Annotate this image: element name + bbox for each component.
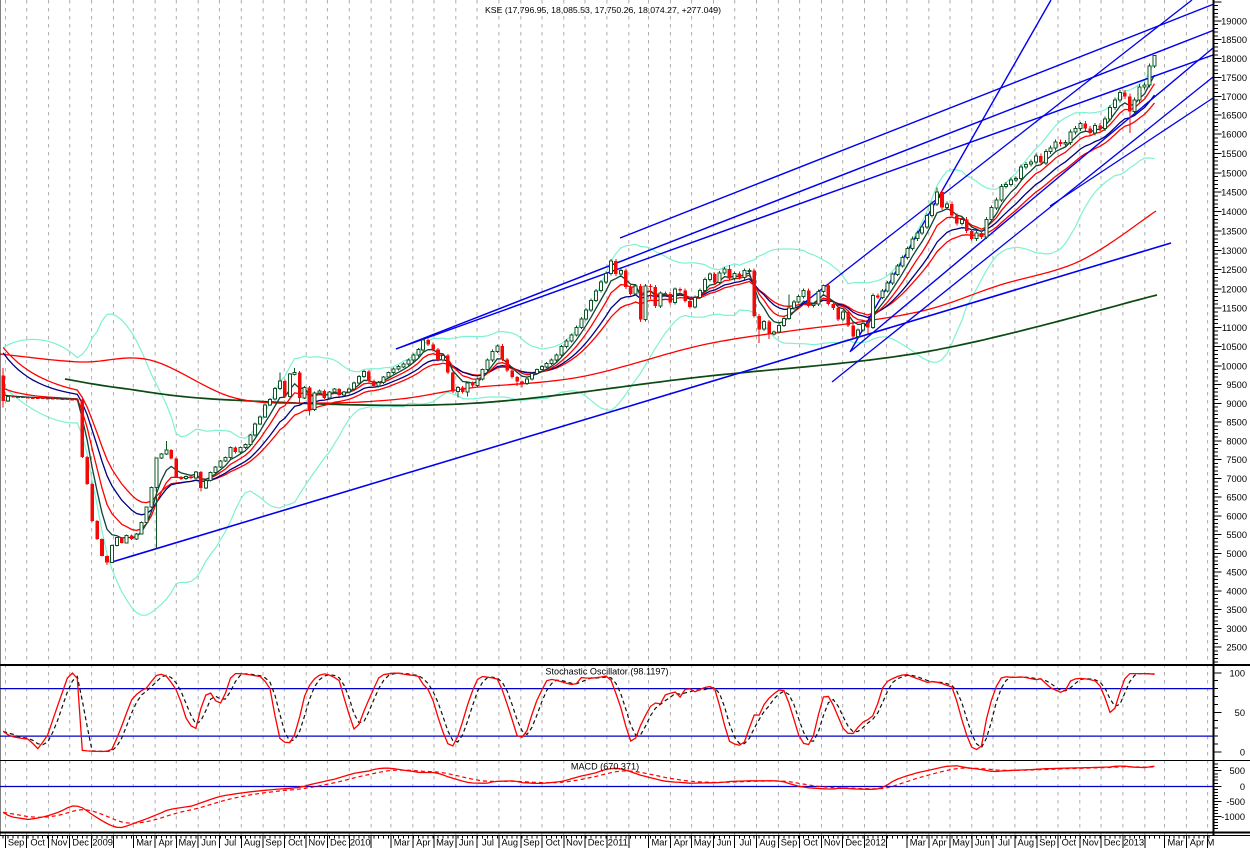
svg-text:14500: 14500 [1221,188,1247,198]
svg-text:Apr: Apr [158,838,172,848]
svg-text:15500: 15500 [1221,149,1247,159]
svg-text:Apr: Apr [1190,838,1204,848]
svg-text:4000: 4000 [1226,586,1247,596]
svg-text:Jul: Jul [482,838,494,848]
svg-text:10500: 10500 [1221,342,1247,352]
svg-text:5000: 5000 [1226,549,1247,559]
svg-text:2011: 2011 [608,838,628,848]
svg-text:8000: 8000 [1226,436,1247,446]
svg-text:Oct: Oct [288,838,303,848]
svg-text:Nov: Nov [1082,838,1099,848]
svg-text:Apr: Apr [932,838,946,848]
svg-text:-1000: -1000 [1221,812,1245,822]
svg-text:2013: 2013 [1123,838,1144,848]
svg-text:500: 500 [1229,766,1245,776]
svg-text:16000: 16000 [1221,130,1247,140]
svg-text:Mar: Mar [1167,838,1183,848]
svg-text:13500: 13500 [1221,227,1247,237]
svg-text:Dec: Dec [588,838,605,848]
svg-text:Jul: Jul [224,838,236,848]
svg-text:8500: 8500 [1226,418,1247,428]
svg-text:Dec: Dec [330,838,347,848]
svg-text:10000: 10000 [1221,362,1247,372]
svg-text:May: May [436,838,454,848]
svg-text:Mar: Mar [394,838,410,848]
svg-text:13000: 13000 [1221,246,1247,256]
svg-text:Oct: Oct [546,838,561,848]
svg-text:14000: 14000 [1221,207,1247,217]
svg-text:3000: 3000 [1226,624,1247,634]
svg-text:M: M [1207,838,1215,848]
svg-text:Oct: Oct [803,838,818,848]
svg-text:18500: 18500 [1221,35,1247,45]
svg-text:16500: 16500 [1221,111,1247,121]
svg-text:11500: 11500 [1222,304,1247,314]
svg-text:9000: 9000 [1226,399,1247,409]
svg-text:Sep: Sep [1039,838,1056,848]
svg-text:19000: 19000 [1221,16,1247,26]
svg-text:50: 50 [1235,708,1245,718]
svg-text:9500: 9500 [1226,380,1247,390]
svg-text:0: 0 [1240,748,1245,758]
svg-text:Mar: Mar [136,838,152,848]
svg-text:2009: 2009 [92,838,113,848]
svg-text:15000: 15000 [1221,168,1247,178]
svg-text:Jun: Jun [201,838,216,848]
svg-text:Jun: Jun [975,838,990,848]
svg-text:Mar: Mar [651,838,667,848]
svg-text:5500: 5500 [1226,530,1247,540]
svg-text:Jul: Jul [998,838,1010,848]
svg-text:0: 0 [1240,782,1245,792]
svg-text:Aug: Aug [244,838,261,848]
svg-text:Aug: Aug [502,838,519,848]
svg-text:17000: 17000 [1221,92,1247,102]
svg-text:12000: 12000 [1221,284,1247,294]
svg-text:Dec: Dec [72,838,89,848]
svg-text:Aug: Aug [759,838,776,848]
svg-text:Mar: Mar [910,838,926,848]
svg-text:3500: 3500 [1226,605,1247,615]
svg-text:6500: 6500 [1226,493,1247,503]
svg-text:KSE (17,796.95, 18,085.53, 17,: KSE (17,796.95, 18,085.53, 17,750.26, 18… [485,5,721,15]
svg-text:2500: 2500 [1226,643,1247,653]
svg-text:May: May [179,838,197,848]
svg-text:18000: 18000 [1221,54,1247,64]
svg-text:6000: 6000 [1226,511,1247,521]
svg-text:Sep: Sep [523,838,540,848]
svg-text:Apr: Apr [674,838,688,848]
svg-text:Dec: Dec [845,838,862,848]
svg-text:Sep: Sep [265,838,282,848]
svg-text:Nov: Nov [309,838,326,848]
svg-text:Jun: Jun [459,838,474,848]
svg-text:Oct: Oct [1062,838,1077,848]
svg-text:Nov: Nov [566,838,583,848]
svg-text:Apr: Apr [416,838,430,848]
svg-text:May: May [952,838,970,848]
svg-text:Dec: Dec [1104,838,1121,848]
svg-text:-500: -500 [1226,797,1245,807]
svg-text:11000: 11000 [1222,323,1247,333]
svg-text:2012: 2012 [865,838,886,848]
svg-text:Jun: Jun [717,838,732,848]
svg-text:Sep: Sep [781,838,798,848]
svg-text:7500: 7500 [1226,455,1247,465]
svg-text:Nov: Nov [824,838,841,848]
svg-text:17500: 17500 [1221,73,1247,83]
svg-text:2010: 2010 [350,838,371,848]
svg-text:Aug: Aug [1018,838,1035,848]
svg-text:May: May [694,838,712,848]
svg-text:Stochastic Oscillator (98.1197: Stochastic Oscillator (98.1197) [545,667,668,677]
svg-text:Nov: Nov [51,838,68,848]
svg-text:4500: 4500 [1226,568,1247,578]
svg-text:100: 100 [1229,668,1245,678]
svg-text:MACD (670.371): MACD (670.371) [571,762,639,772]
svg-text:7000: 7000 [1226,474,1247,484]
svg-text:Jul: Jul [740,838,752,848]
svg-text:Oct: Oct [30,838,45,848]
svg-text:Sep: Sep [8,838,25,848]
svg-text:12500: 12500 [1221,265,1247,275]
